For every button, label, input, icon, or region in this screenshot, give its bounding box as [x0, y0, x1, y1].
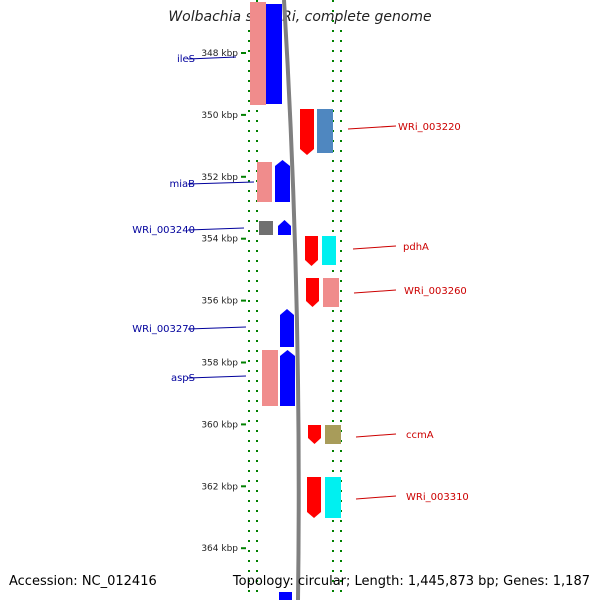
gene-block-pdhA-pair: [322, 236, 336, 265]
gene-block-pdhA: [305, 236, 318, 266]
accession-text: Accession: NC_012416: [9, 574, 157, 589]
gene-label-pdha: pdhA: [403, 242, 429, 253]
gene-block-tail: [279, 592, 292, 600]
gene-block-aspS: [280, 350, 295, 406]
gene-block-wri003220-pair: [317, 109, 333, 153]
gene-block-aspS-pink: [262, 350, 278, 406]
gene-block-wri003310: [307, 477, 321, 518]
axis-tick-label: 356 kbp: [201, 297, 238, 307]
gene-leader-line: [347, 125, 397, 130]
gene-block-wri003310-pair: [325, 477, 341, 518]
axis-tick-label: 364 kbp: [201, 544, 238, 554]
gene-label-wri_003270: WRi_003270: [132, 324, 195, 335]
gene-block-ileS-pink: [250, 2, 266, 105]
gene-label-wri_003220: WRi_003220: [398, 122, 461, 133]
gene-label-wri_003310: WRi_003310: [406, 492, 469, 503]
gene-block-ccmA-pair: [325, 425, 341, 444]
backbone-curve: [282, 0, 301, 600]
genome-title: Wolbachia sp. wRi, complete genome: [168, 9, 432, 25]
gene-block-ileS-blue: [266, 4, 282, 104]
gene-leader-line: [187, 326, 247, 330]
axis-tick-label: 350 kbp: [201, 111, 238, 121]
axis-tick-label: 358 kbp: [201, 359, 238, 369]
gene-block-wri003220: [300, 109, 314, 155]
gene-leader-line: [187, 181, 255, 185]
gene-block-wri003240-gray: [259, 221, 273, 235]
gene-label-wri_003260: WRi_003260: [404, 286, 467, 297]
gene-block-ccmA: [308, 425, 321, 444]
gene-leader-line: [352, 245, 397, 250]
gene-block-wri003260-pair: [323, 278, 339, 307]
gene-block-miaB-pink: [257, 162, 272, 202]
gene-leader-line: [187, 375, 247, 379]
gene-blocks: [250, 2, 341, 600]
gene-leader-line: [355, 495, 397, 500]
gene-block-wri003260: [306, 278, 319, 307]
gene-label-iles: ileS: [177, 54, 195, 65]
gene-leader-line: [355, 433, 397, 438]
backbone-strand: [282, 0, 301, 600]
axis-tick-label: 362 kbp: [201, 482, 238, 492]
gene-block-wri003240: [278, 220, 291, 235]
gene-block-miaB: [275, 160, 290, 202]
gene-label-ccma: ccmA: [406, 430, 434, 441]
gene-label-asps: aspS: [171, 373, 195, 384]
gene-block-wri003270: [280, 309, 294, 347]
gene-labels: ileS miaB WRi_003240 WRi_003270 aspS WRi_0032…: [132, 54, 469, 503]
axis-ticks: 348 kbp 350 kbp 352 kbp 354 kbp 356 kbp 358 k…: [201, 49, 246, 554]
gene-label-wri_003240: WRi_003240: [132, 225, 195, 236]
gene-leader-line: [187, 227, 245, 231]
axis-tick-label: 360 kbp: [201, 420, 238, 430]
gene-label-miab: miaB: [169, 179, 195, 190]
axis-tick-label: 348 kbp: [201, 49, 238, 59]
axis-tick-label: 352 kbp: [201, 173, 238, 183]
gene-leader-line: [353, 289, 397, 294]
gene-leader-line: [187, 56, 237, 60]
topology-text: Topology: circular; Length: 1,445,873 bp…: [232, 574, 590, 589]
axis-tick-label: 354 kbp: [201, 235, 238, 245]
